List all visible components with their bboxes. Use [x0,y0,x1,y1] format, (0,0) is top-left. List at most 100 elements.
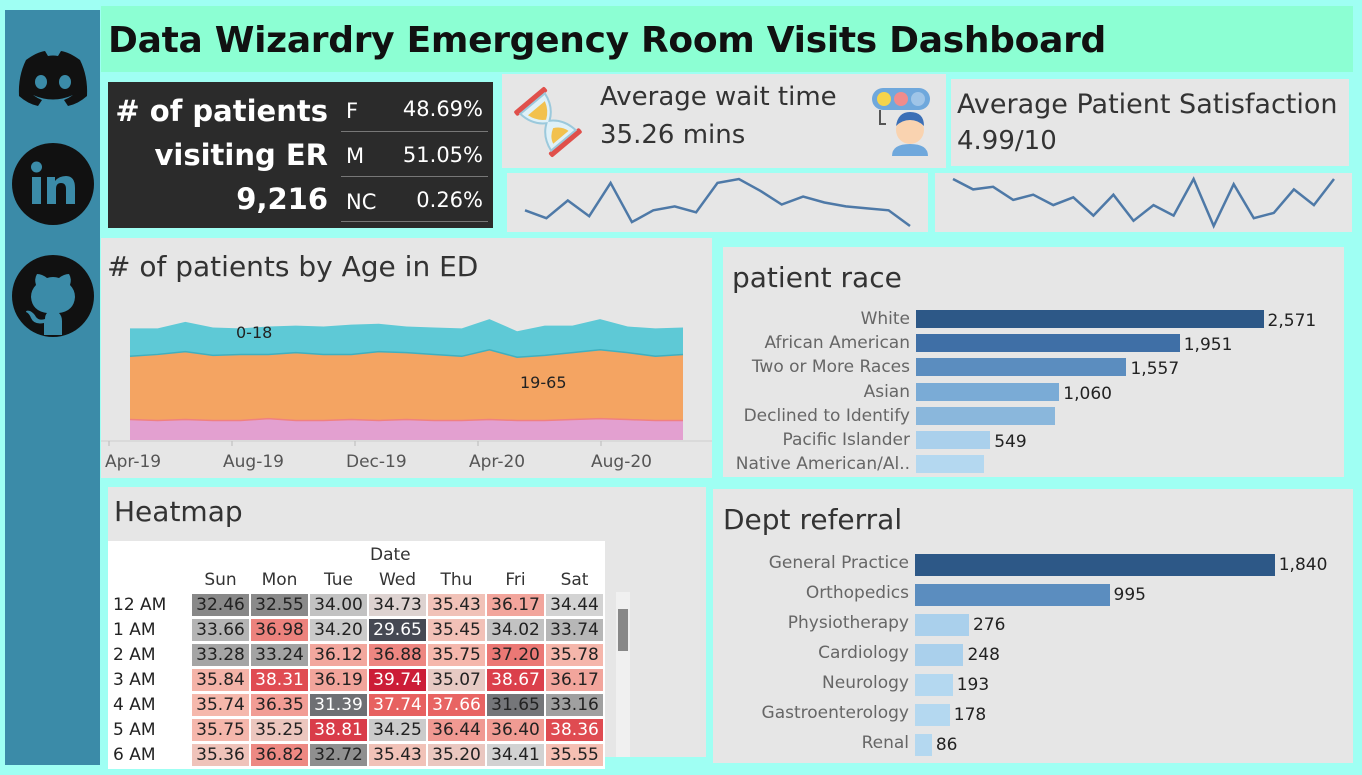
area-band-0-18[interactable] [130,319,683,358]
bar-label: White [860,309,910,329]
bar[interactable] [915,584,1110,606]
heatmap-cell[interactable]: 35.36 [192,744,249,766]
gender-pct-f: 48.69% [402,97,483,121]
divider [341,176,488,177]
heatmap-cell[interactable]: 35.75 [192,719,249,741]
bar[interactable] [915,674,953,696]
bar-value-label: 86 [935,735,958,755]
heatmap-cell[interactable]: 36.12 [310,644,367,666]
heatmap-cell[interactable]: 32.72 [310,744,367,766]
heatmap-cell[interactable]: 36.44 [428,719,485,741]
heatmap-hour-label: 3 AM [110,669,190,691]
heatmap-row: 3 AM 35.84 38.31 36.19 39.74 35.07 38.67 36.17 [110,669,603,691]
heatmap-cell[interactable]: 34.00 [310,594,367,616]
heatmap-cell[interactable]: 37.66 [428,694,485,716]
bar[interactable] [916,334,1180,353]
bar[interactable] [915,704,950,726]
heatmap-cell[interactable]: 34.73 [369,594,426,616]
area-band-19-65[interactable] [130,349,683,421]
heatmap-scroll-thumb[interactable] [618,609,628,651]
heatmap-cell[interactable]: 35.43 [369,744,426,766]
heatmap-cell[interactable]: 36.88 [369,644,426,666]
bar-label: Cardiology [818,643,909,663]
bar-label: Physiotherapy [787,613,909,633]
heatmap-cell[interactable]: 38.36 [546,719,603,741]
age-chart-panel[interactable]: # of patients by Age in ED Apr-19 Aug-19… [101,238,712,478]
satisfaction-sparkline[interactable] [935,173,1352,232]
heatmap-cell[interactable]: 33.16 [546,694,603,716]
heatmap-cell[interactable]: 33.24 [251,644,308,666]
heatmap-cell[interactable]: 34.25 [369,719,426,741]
bar[interactable] [916,382,1060,401]
heatmap-hour-label: 5 AM [110,719,190,741]
heatmap-cell[interactable]: 34.20 [310,619,367,641]
heatmap-cell[interactable]: 35.55 [546,744,603,766]
bar[interactable] [915,614,969,636]
bar[interactable] [916,310,1264,328]
race-chart-panel[interactable]: patient race White 2,571 African American 1… [723,247,1344,477]
heatmap-cell[interactable]: 31.65 [487,694,544,716]
x-tick-label: Dec-19 [346,452,407,472]
heatmap-cell[interactable]: 38.31 [251,669,308,691]
heatmap-cell[interactable]: 35.07 [428,669,485,691]
heatmap-cell[interactable]: 37.20 [487,644,544,666]
github-icon[interactable] [12,255,94,337]
heatmap-cell[interactable]: 35.45 [428,619,485,641]
heatmap-row: 12 AM 32.46 32.55 34.00 34.73 35.43 36.17 34.44 [110,594,603,616]
dept-chart-panel[interactable]: Dept referral General Practice 1,840 Ortho… [713,489,1353,763]
bar-value-label: 995 [1113,585,1146,605]
heatmap-cell[interactable]: 39.74 [369,669,426,691]
bar[interactable] [916,406,1056,425]
heatmap-cell[interactable]: 31.39 [310,694,367,716]
heatmap-cell[interactable]: 33.66 [192,619,249,641]
heatmap-cell[interactable]: 34.41 [487,744,544,766]
heatmap-cell[interactable]: 29.65 [369,619,426,641]
heatmap-cell[interactable]: 36.17 [546,669,603,691]
x-tick-label: Aug-20 [591,452,652,472]
heatmap-cell[interactable]: 36.17 [487,594,544,616]
heatmap-hour-label: 1 AM [110,619,190,641]
bar[interactable] [916,358,1127,377]
age-area-chart[interactable] [101,238,712,478]
sparkline-series [952,176,1335,230]
heatmap-cell[interactable]: 35.43 [428,594,485,616]
discord-icon[interactable] [12,38,94,120]
heatmap-cell[interactable]: 38.81 [310,719,367,741]
heatmap-cell[interactable]: 36.35 [251,694,308,716]
heatmap-cell[interactable]: 36.98 [251,619,308,641]
wait-time-sparkline[interactable] [507,173,928,232]
heatmap-cell[interactable]: 36.40 [487,719,544,741]
area-band-65-plus[interactable] [130,418,683,440]
bar[interactable] [916,431,991,449]
wait-time-kpi-card[interactable]: Average wait time 35.26 mins [502,74,946,168]
heatmap-cell[interactable]: 33.28 [192,644,249,666]
divider [341,221,488,222]
heatmap-cell[interactable]: 34.44 [546,594,603,616]
patients-kpi-card[interactable]: # of patients visiting ER 9,216 F 48.69%… [108,82,493,228]
heatmap-cell[interactable]: 35.78 [546,644,603,666]
heatmap-cell[interactable]: 35.25 [251,719,308,741]
heatmap-cell[interactable]: 35.74 [192,694,249,716]
heatmap-cell[interactable]: 35.20 [428,744,485,766]
bar[interactable] [916,455,984,474]
heatmap-cell[interactable]: 32.55 [251,594,308,616]
bar[interactable] [915,554,1275,576]
heatmap-cell[interactable]: 33.74 [546,619,603,641]
heatmap-cell[interactable]: 37.74 [369,694,426,716]
satisfaction-kpi-card[interactable]: Average Patient Satisfaction 4.99/10 [951,79,1349,166]
heatmap-cell[interactable]: 36.19 [310,669,367,691]
heatmap-panel[interactable]: Heatmap Date Sun Mon Tue Wed Thu Fri Sat 12 AM… [108,487,706,769]
heatmap-cell[interactable]: 36.82 [251,744,308,766]
bar-value-label: 248 [967,645,1000,665]
bar[interactable] [915,644,964,666]
heatmap-hour-label: 12 AM [110,594,190,616]
heatmap-cell[interactable]: 35.75 [428,644,485,666]
bar[interactable] [915,734,932,756]
heatmap-cell[interactable]: 34.02 [487,619,544,641]
heatmap-cell[interactable]: 32.46 [192,594,249,616]
heatmap-cell[interactable]: 35.84 [192,669,249,691]
linkedin-icon[interactable] [12,143,94,225]
bar-value-label: 2,571 [1267,311,1317,331]
heatmap-cell[interactable]: 38.67 [487,669,544,691]
sidebar [5,10,100,765]
